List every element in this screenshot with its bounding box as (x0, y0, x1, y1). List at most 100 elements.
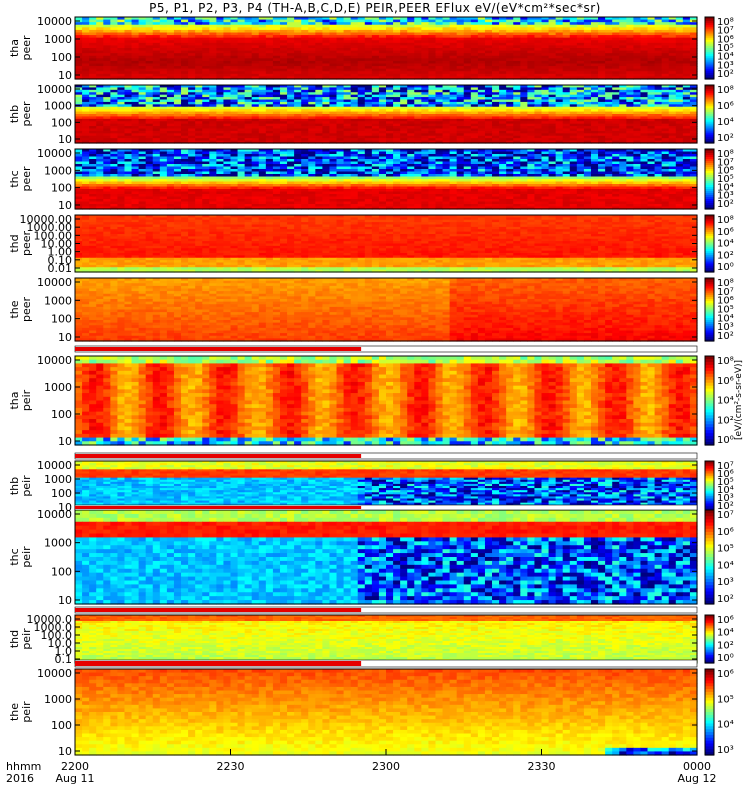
colorbar-tick-label: 10⁷ (717, 287, 734, 298)
mode-bar (75, 661, 362, 666)
x-tick-label: 2200 (61, 760, 89, 773)
y-tick-label: 10 (58, 745, 72, 758)
time-axis-year: 2016 (6, 772, 34, 785)
mode-bar (75, 454, 362, 458)
colorbar-tick-label: 10⁶ (717, 34, 734, 45)
y-tick-label: 1000 (44, 294, 72, 307)
colorbar-tick-label: 10⁸ (717, 215, 734, 226)
y-axis-label: thcpeir (8, 546, 33, 568)
y-tick-label: 0.1 (55, 653, 73, 666)
colorbar-tick-label: 10⁴ (717, 720, 734, 731)
mode-bar (75, 506, 362, 509)
colorbar-tick-label: 10⁷ (717, 461, 734, 472)
colorbar-tick-label: 10² (717, 415, 734, 426)
y-axis-label: thbpeir (8, 475, 33, 497)
colorbar-tick-label: 10⁴ (717, 117, 734, 128)
y-tick-label: 1000.0 (34, 621, 73, 634)
colorbar-tick-label: 10⁴ (717, 239, 734, 250)
colorbar-tick-label: 10⁷ (717, 510, 734, 521)
y-tick-label: 10000 (37, 276, 72, 289)
colorbar-tick-label: 10³ (717, 745, 734, 756)
colorbar-tick-label: 10³ (717, 322, 734, 333)
panel-c-peir: 10000 1000 100 10 thcpeir 10⁷ 10⁶ 10⁵ 10⁴ 10³ 10² (8, 508, 734, 607)
colorbar (704, 84, 715, 144)
panel-a-peir: 10000 1000 100 10 thapeir 10⁸ 10⁶ 10⁴ 10² 10⁰ (8, 354, 734, 448)
colorbar-tick-label: 10⁴ (717, 628, 734, 639)
y-tick-label: 0.10 (48, 254, 73, 267)
colorbar-tick-label: 10² (717, 133, 734, 144)
mode-bar (75, 608, 362, 612)
y-axis-label: thapeer (8, 35, 33, 61)
y-tick-label: 100 (51, 182, 72, 195)
y-tick-label: 100 (51, 565, 72, 578)
y-tick-label: 10000 (37, 354, 72, 367)
y-tick-label: 100 (51, 408, 72, 421)
colorbar-tick-label: 10⁶ (717, 101, 734, 112)
colorbar-tick-label: 10⁵ (717, 174, 734, 185)
colorbar-tick-label: 10⁵ (717, 43, 734, 54)
colorbar-tick-label: 10⁴ (717, 396, 734, 407)
y-axis-label: thapeir (8, 389, 33, 411)
y-tick-label: 0.01 (48, 262, 73, 275)
colorbar-tick-label: 10⁸ (717, 85, 734, 96)
colorbar-tick-label: 10⁴ (717, 485, 734, 496)
colorbar-tick-label: 10³ (717, 60, 734, 71)
x-tick-date: Aug 12 (678, 772, 717, 785)
panel-frame (74, 16, 698, 80)
x-tick-label: 2300 (372, 760, 400, 773)
colorbar-tick-label: 10⁴ (717, 52, 734, 63)
y-tick-label: 10000 (37, 15, 72, 28)
y-tick-label: 10 (58, 331, 72, 344)
y-tick-label: 10 (58, 69, 72, 82)
y-tick-label: 1000 (44, 473, 72, 486)
panel-e-peer: 10000 1000 100 10 thepeer 10⁸10⁷10⁶10⁵10⁴10³1… (8, 276, 734, 344)
y-tick-label: 1000 (44, 33, 72, 46)
colorbar-tick-label: 10⁴ (717, 560, 734, 571)
y-tick-label: 10.0 (48, 637, 73, 650)
panel-frame (74, 148, 698, 210)
y-axis-label: thbpeer (8, 101, 33, 127)
chart-title: P5, P1, P2, P3, P4 (TH-A,B,C,D,E) PEIR,P… (0, 1, 750, 15)
colorbar-tick-label: 10² (717, 250, 734, 261)
y-tick-label: 1000 (44, 381, 72, 394)
colorbar-tick-label: 10⁶ (717, 469, 734, 480)
colorbar-tick-label: 10² (717, 501, 734, 512)
x-tick-label: 0000 (683, 760, 711, 773)
y-tick-label: 10 (58, 501, 72, 514)
colorbar-tick-label: 10³ (717, 493, 734, 504)
panel-frame (74, 84, 698, 144)
mode-bar (75, 347, 362, 351)
colorbar-tick-label: 10² (717, 199, 734, 210)
colorbar (704, 614, 715, 664)
colorbar (704, 16, 715, 80)
y-tick-label: 1000 (44, 693, 72, 706)
y-tick-label: 1000 (44, 537, 72, 550)
y-axis-label: thdpeer (8, 231, 33, 257)
y-tick-label: 100 (51, 51, 72, 64)
panel-frame (74, 355, 698, 446)
colorbar-tick-label: 10⁶ (717, 166, 734, 177)
colorbar-tick-label: 10⁰ (717, 435, 734, 446)
y-tick-label: 10 (58, 199, 72, 212)
y-axis-label: thepeir (8, 701, 33, 723)
y-tick-label: 10 (58, 435, 72, 448)
colorbar (704, 148, 715, 210)
colorbar-tick-label: 10² (717, 331, 734, 342)
colorbar-tick-label: 10⁰ (717, 262, 734, 273)
y-tick-label: 10000.00 (20, 213, 73, 226)
colorbar-tick-label: 10⁵ (717, 477, 734, 488)
colorbar-tick-label: 10⁶ (717, 669, 734, 680)
colorbar-tick-label: 10⁵ (717, 694, 734, 705)
y-tick-label: 10000 (37, 508, 72, 521)
panel-e-peir: 10000 1000 100 10 thepeir 10⁶ 10⁵ 10⁴ 10³ (8, 667, 734, 758)
colorbar-unit-label: [eV/(cm²-s-sr-eV)] (734, 360, 744, 440)
colorbar-tick-label: 10⁷ (717, 157, 734, 168)
y-tick-label: 100.0 (41, 629, 73, 642)
time-axis-label: hhmm (6, 760, 41, 773)
x-tick-date: Aug 11 (56, 772, 95, 785)
y-tick-label: 10 (58, 133, 72, 146)
y-tick-label: 100.00 (34, 229, 73, 242)
